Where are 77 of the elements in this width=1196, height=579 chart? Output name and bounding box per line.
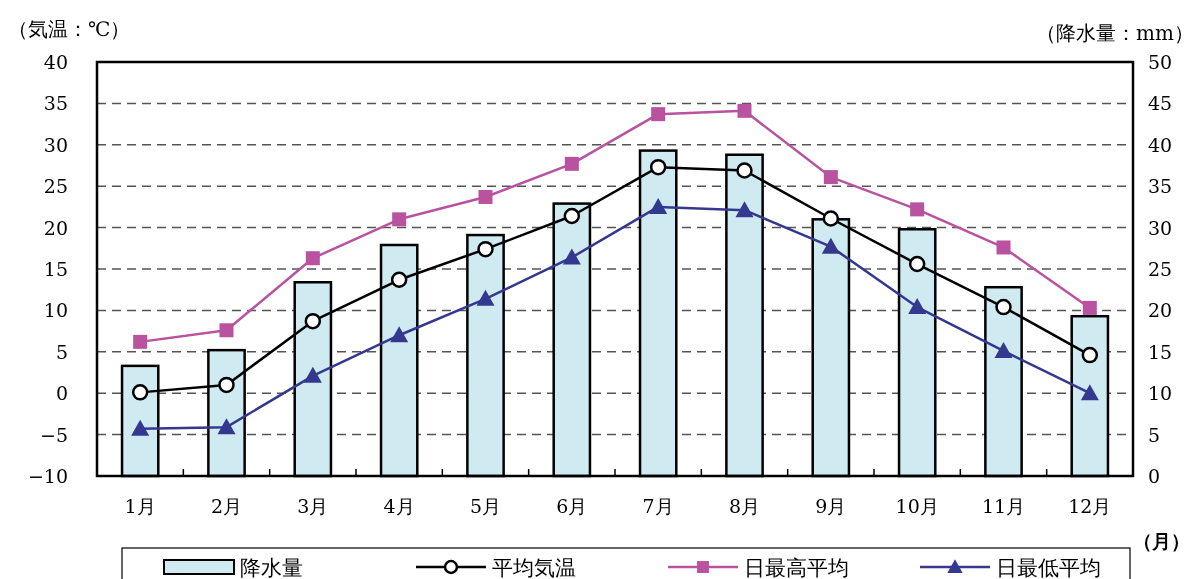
x-tick-label: 8月	[728, 495, 761, 517]
point	[735, 201, 754, 218]
x-tick-label: 12月	[1068, 495, 1112, 517]
point	[736, 162, 753, 179]
point	[996, 240, 1011, 255]
x-tick-label: 9月	[815, 495, 847, 517]
y2-tick-label: 45	[1148, 92, 1173, 115]
point	[995, 298, 1012, 316]
point	[477, 240, 494, 258]
y-tick-label: 0	[55, 382, 68, 405]
x-tick-label: 11月	[981, 495, 1026, 517]
legend-label: 降水量	[240, 556, 303, 579]
point	[563, 207, 581, 225]
point	[908, 255, 926, 273]
y2-tick-label: 0	[1148, 465, 1161, 487]
y2-tick-label: 5	[1148, 423, 1161, 446]
y-tick-label: 5	[55, 340, 68, 363]
y2-tick-label: 20	[1148, 299, 1173, 322]
point	[908, 298, 927, 315]
point	[303, 366, 322, 383]
point	[823, 170, 838, 185]
y-tick-label: 30	[43, 133, 68, 156]
y2-axis-title: （降水量：mm）	[1036, 21, 1194, 45]
y-tick-label: 15	[43, 258, 68, 280]
y2-tick-label: 10	[1148, 382, 1173, 405]
point	[564, 156, 579, 171]
point	[131, 419, 150, 436]
point	[994, 341, 1013, 358]
point	[390, 271, 408, 289]
x-tick-label: 2月	[210, 495, 243, 517]
y2-tick-label: 15	[1148, 340, 1173, 363]
point	[1082, 300, 1097, 315]
legend-label: 日最低平均	[996, 556, 1101, 579]
point	[476, 289, 495, 306]
point	[649, 197, 668, 214]
x-tick-label: 3月	[297, 495, 329, 517]
legend-label: 日最高平均	[744, 556, 849, 579]
point	[305, 251, 320, 266]
y2-tick-label: 35	[1148, 175, 1173, 198]
point	[304, 312, 322, 330]
y-tick-label: −10	[27, 465, 68, 487]
point	[219, 323, 234, 338]
x-tick-label: 6月	[556, 495, 588, 517]
point	[822, 210, 840, 227]
x-tick-label: 5月	[469, 495, 502, 517]
x-axis-title: （月）	[1133, 530, 1190, 552]
point	[1081, 346, 1099, 364]
point	[218, 376, 235, 394]
point	[737, 103, 752, 118]
x-tick-label: 10月	[895, 495, 939, 517]
point	[651, 107, 666, 122]
point	[133, 334, 148, 349]
y-tick-label: −5	[39, 423, 68, 446]
y2-tick-label: 40	[1148, 133, 1173, 156]
point	[217, 418, 236, 435]
x-tick-label: 7月	[642, 495, 674, 517]
point	[131, 384, 149, 401]
y2-tick-label: 25	[1148, 258, 1173, 280]
y2-tick-label: 50	[1148, 51, 1173, 73]
point	[910, 202, 925, 217]
x-tick-label: 1月	[124, 495, 156, 517]
point	[649, 158, 667, 176]
y-axis-title: （気温：℃）	[8, 17, 131, 41]
y-tick-label: 35	[43, 92, 68, 115]
point	[390, 326, 409, 343]
point	[821, 237, 840, 254]
legend-label: 平均気温	[492, 556, 576, 579]
x-tick-label: 4月	[383, 495, 415, 517]
y-tick-label: 25	[43, 175, 68, 198]
point	[478, 189, 493, 204]
y2-tick-label: 30	[1148, 216, 1173, 239]
point	[392, 212, 407, 227]
y-tick-label: 10	[43, 299, 68, 322]
y-tick-label: 40	[43, 51, 68, 73]
point	[1080, 384, 1099, 401]
point	[562, 248, 581, 265]
y-tick-label: 20	[43, 216, 68, 239]
